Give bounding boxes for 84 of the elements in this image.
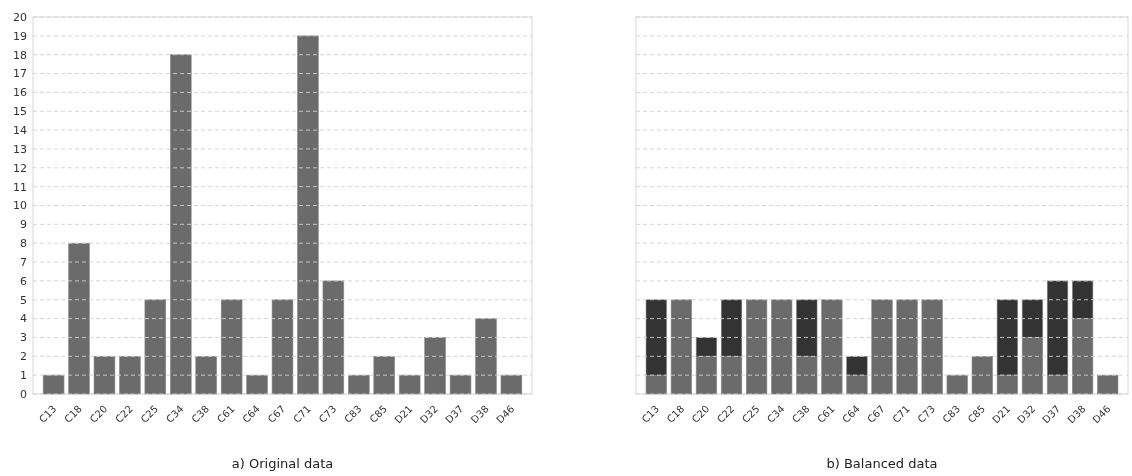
x-tick-label: C22 bbox=[113, 403, 135, 425]
bar bbox=[68, 242, 90, 395]
bar bbox=[971, 356, 993, 395]
bar bbox=[871, 299, 893, 395]
x-tick-label: C22 bbox=[714, 403, 737, 425]
y-tick-label: 5 bbox=[20, 293, 27, 307]
bar bbox=[42, 374, 65, 395]
y-tick-label: 11 bbox=[13, 180, 27, 194]
x-tick-label: C83 bbox=[342, 403, 364, 425]
y-tick-label: 19 bbox=[13, 29, 27, 43]
bar bbox=[746, 299, 768, 395]
x-tick-label: D32 bbox=[1015, 403, 1038, 426]
x-tick-label: D21 bbox=[990, 403, 1013, 426]
x-tick-label: D32 bbox=[417, 403, 441, 426]
x-tick-label: C25 bbox=[739, 403, 762, 425]
bar bbox=[144, 299, 167, 395]
x-tick-label: C61 bbox=[214, 403, 237, 425]
bar bbox=[322, 280, 345, 395]
bar bbox=[220, 299, 243, 395]
x-tick-label: C38 bbox=[790, 403, 812, 425]
x-tick-label: C83 bbox=[940, 403, 963, 425]
bar bbox=[896, 299, 918, 395]
x-tick-label: C71 bbox=[890, 403, 913, 425]
bar bbox=[821, 299, 843, 395]
text: a) Original data bbox=[231, 456, 334, 471]
bar bbox=[297, 35, 319, 395]
bar bbox=[246, 374, 268, 395]
bar bbox=[1097, 374, 1119, 395]
x-tick-label: C18 bbox=[62, 403, 84, 425]
y-tick-label: 12 bbox=[13, 161, 27, 175]
y-tick-label: 1 bbox=[20, 369, 27, 382]
y-tick-label: 17 bbox=[13, 67, 27, 81]
x-tick-label: C34 bbox=[764, 403, 787, 425]
x-tick-label: C13 bbox=[36, 403, 59, 425]
x-tick-label: C64 bbox=[240, 403, 263, 425]
x-tick-label: C20 bbox=[87, 403, 110, 425]
x-tick-label: C20 bbox=[689, 403, 712, 425]
x-tick-label: C38 bbox=[189, 403, 212, 425]
y-tick-label: 0 bbox=[20, 387, 27, 401]
y-tick-label: 15 bbox=[13, 105, 27, 119]
x-tick-label: C61 bbox=[815, 403, 837, 425]
x-tick-label: C67 bbox=[865, 403, 887, 425]
bar bbox=[348, 374, 370, 395]
x-tick-label: C34 bbox=[164, 403, 186, 425]
x-tick-label: C64 bbox=[840, 403, 862, 425]
bar bbox=[921, 299, 943, 395]
x-tick-label: C67 bbox=[265, 403, 288, 425]
y-tick-label: 20 bbox=[13, 10, 27, 24]
bar bbox=[670, 299, 692, 395]
y-tick-label: 6 bbox=[20, 274, 27, 288]
x-tick-label: C73 bbox=[915, 403, 938, 425]
y-tick-label: 13 bbox=[13, 142, 27, 156]
x-tick-label: C85 bbox=[367, 403, 390, 425]
bar bbox=[475, 318, 497, 395]
x-tick-label: C71 bbox=[291, 403, 313, 425]
y-tick-label: 4 bbox=[20, 312, 27, 326]
bar bbox=[771, 299, 793, 395]
bar bbox=[946, 374, 968, 395]
y-tick-label: 10 bbox=[13, 199, 27, 213]
bar bbox=[449, 374, 472, 395]
bar bbox=[170, 54, 192, 395]
bar bbox=[119, 356, 141, 395]
x-tick-label: C73 bbox=[316, 403, 339, 425]
y-tick-label: 9 bbox=[20, 218, 27, 232]
bar bbox=[424, 337, 446, 395]
x-tick-label: C25 bbox=[138, 403, 161, 425]
y-tick-label: 2 bbox=[20, 350, 27, 364]
bar bbox=[271, 299, 294, 395]
y-tick-label: 3 bbox=[20, 331, 27, 345]
bar bbox=[93, 356, 116, 395]
y-tick-label: 18 bbox=[13, 48, 27, 62]
text: b) Balanced data bbox=[826, 456, 938, 471]
bar bbox=[398, 374, 421, 395]
bar bbox=[195, 356, 217, 395]
x-tick-label: C13 bbox=[639, 403, 662, 425]
y-tick-label: 14 bbox=[13, 123, 27, 137]
x-tick-label: C18 bbox=[664, 403, 687, 425]
x-tick-label: C85 bbox=[965, 403, 988, 425]
y-tick-label: 8 bbox=[20, 237, 27, 251]
bar bbox=[500, 374, 523, 395]
y-tick-label: 7 bbox=[20, 255, 27, 269]
bar bbox=[373, 356, 395, 395]
y-tick-label: 16 bbox=[13, 86, 27, 100]
x-tick-label: D21 bbox=[392, 403, 415, 426]
